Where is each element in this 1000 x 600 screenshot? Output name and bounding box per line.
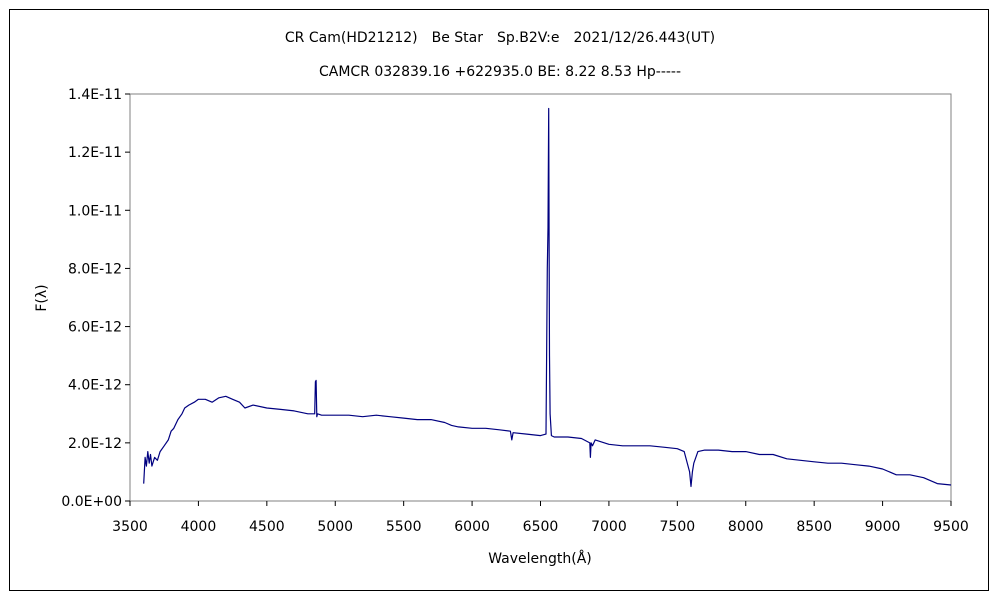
y-axis-ticks: 0.0E+00 2.0E-12 4.0E-12 6.0E-12 8.0E-12 1.0E-…	[61, 87, 130, 510]
x-tick-label: 6500	[523, 519, 559, 535]
x-tick-label: 7500	[660, 519, 696, 535]
chart-title: CR Cam(HD21212) Be Star Sp.B2V:e 2021/12…	[285, 30, 715, 46]
y-tick-label: 4.0E-12	[68, 378, 122, 394]
x-tick-label: 9000	[865, 519, 901, 535]
y-tick-label: 0.0E+00	[61, 494, 122, 510]
series-line-0	[143, 107, 952, 488]
x-tick-label: 5500	[386, 519, 422, 535]
x-tick-label: 8000	[728, 519, 764, 535]
x-tick-label: 5000	[317, 519, 353, 535]
series-group	[143, 107, 952, 488]
x-tick-label: 4000	[181, 519, 217, 535]
y-tick-label: 1.4E-11	[68, 87, 122, 103]
x-tick-label: 7000	[591, 519, 627, 535]
x-tick-label: 8500	[796, 519, 832, 535]
chart-subtitle: CAMCR 032839.16 +622935.0 BE: 8.22 8.53 …	[319, 64, 681, 80]
x-tick-label: 3500	[112, 519, 148, 535]
x-axis-ticks: 3500 4000 4500 5000 5500 6000 6500 7000 7500 8000…	[112, 501, 969, 535]
y-tick-label: 6.0E-12	[68, 320, 122, 336]
y-axis-title: F(λ)	[34, 284, 50, 311]
y-tick-label: 1.2E-11	[68, 145, 122, 161]
y-tick-label: 8.0E-12	[68, 261, 122, 277]
y-tick-label: 2.0E-12	[68, 436, 122, 452]
x-tick-label: 6000	[454, 519, 490, 535]
x-tick-label: 9500	[933, 519, 969, 535]
y-tick-label: 1.0E-11	[68, 203, 122, 219]
plot-area	[129, 93, 952, 502]
x-axis-title: Wavelength(Å)	[488, 550, 592, 567]
x-tick-label: 4500	[249, 519, 285, 535]
